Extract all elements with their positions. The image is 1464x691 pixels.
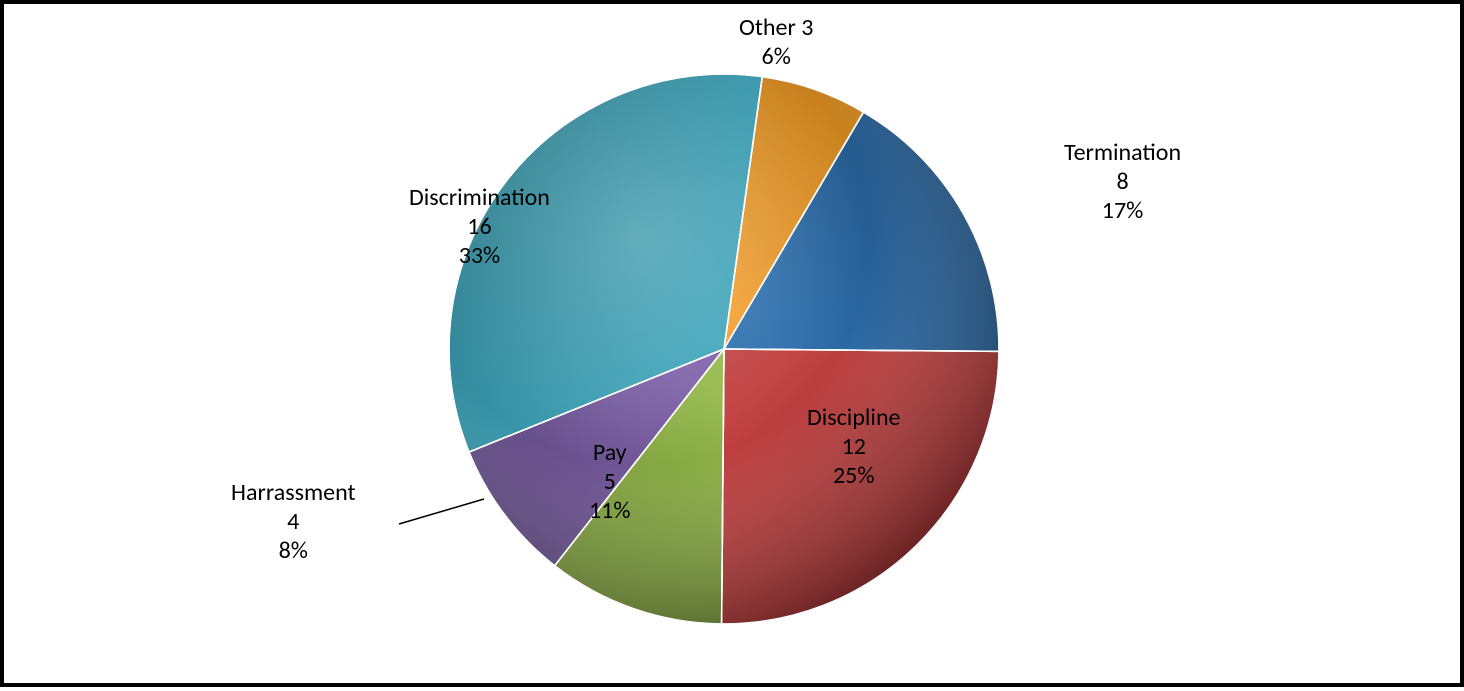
pie-chart-svg [4,4,1464,691]
label-termination: Termination817% [1064,139,1181,225]
label-pay-line-0: Pay [589,439,630,468]
label-discipline-line-2: 25% [807,462,901,491]
pie-chart-container: Other 36% Termination817% Discipline1225% P… [0,0,1464,687]
label-harrassment-line-2: 8% [231,537,356,566]
label-termination-line-0: Termination [1064,139,1181,168]
label-discrimination-line-0: Discrimination [409,184,550,213]
label-discipline-line-0: Discipline [807,404,901,433]
label-other-line-0: Other 3 [739,14,813,43]
label-discipline: Discipline1225% [807,404,901,490]
label-discrimination-line-1: 16 [409,213,550,242]
label-discipline-line-1: 12 [807,433,901,462]
label-harrassment: Harrassment48% [231,479,356,565]
label-harrassment-line-0: Harrassment [231,479,356,508]
label-other: Other 36% [739,14,813,72]
leader-line-harrassment [399,499,484,524]
label-discrimination-line-2: 33% [409,242,550,271]
label-other-line-1: 6% [739,43,813,72]
label-termination-line-1: 8 [1064,168,1181,197]
label-discrimination: Discrimination1633% [409,184,550,270]
label-harrassment-line-1: 4 [231,508,356,537]
label-pay: Pay511% [589,439,630,525]
label-pay-line-2: 11% [589,497,630,526]
label-termination-line-2: 17% [1064,197,1181,226]
label-pay-line-1: 5 [589,468,630,497]
